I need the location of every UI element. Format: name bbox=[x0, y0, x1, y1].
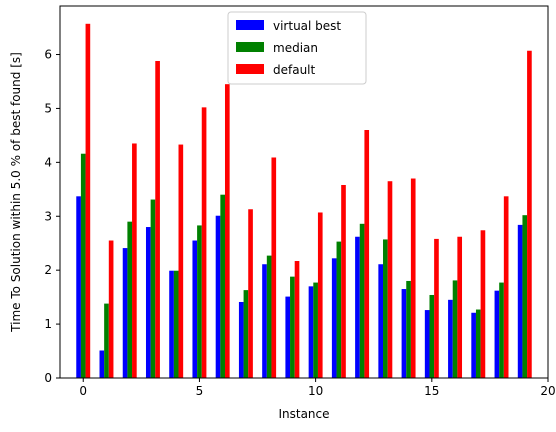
x-tick-label: 0 bbox=[79, 384, 87, 398]
bar-default-2 bbox=[132, 143, 137, 378]
bar-virtual-best-16 bbox=[448, 299, 453, 378]
x-axis: 0 5 10 15 20 bbox=[79, 378, 556, 398]
bar-median-10 bbox=[313, 282, 318, 378]
legend-swatch-virtual-best bbox=[236, 20, 264, 30]
legend-swatch-median bbox=[236, 42, 264, 52]
bar-virtual-best-19 bbox=[517, 224, 523, 378]
bar-virtual-best-11 bbox=[331, 258, 337, 378]
bar-median-18 bbox=[499, 282, 504, 378]
x-tick-label: 5 bbox=[196, 384, 204, 398]
bar-median-17 bbox=[475, 309, 481, 378]
y-tick-label: 3 bbox=[44, 209, 52, 223]
y-tick-label: 2 bbox=[44, 263, 52, 277]
bar-default-0 bbox=[85, 23, 91, 379]
bar-default-4 bbox=[178, 144, 184, 378]
x-tick-label: 20 bbox=[540, 384, 555, 398]
bar-virtual-best-2 bbox=[122, 248, 128, 378]
bar-median-7 bbox=[243, 290, 249, 378]
bar-virtual-best-14 bbox=[401, 289, 407, 378]
bar-default-5 bbox=[201, 107, 207, 379]
bar-default-15 bbox=[434, 238, 439, 378]
legend: virtual best median default bbox=[227, 11, 367, 85]
bar-median-8 bbox=[266, 255, 272, 378]
bar-median-12 bbox=[359, 223, 365, 378]
bar-virtual-best-15 bbox=[424, 310, 430, 378]
bar-default-10 bbox=[317, 212, 323, 378]
bar-virtual-best-7 bbox=[238, 301, 244, 378]
x-tick-label: 10 bbox=[308, 384, 323, 398]
bar-virtual-best-5 bbox=[192, 240, 198, 378]
x-tick-label: 15 bbox=[424, 384, 439, 398]
y-tick-label: 0 bbox=[44, 371, 52, 385]
legend-swatch-default bbox=[236, 64, 264, 74]
plot-frame bbox=[59, 5, 549, 379]
bar-virtual-best-1 bbox=[99, 350, 105, 378]
bar-median-4 bbox=[173, 270, 179, 378]
bar-default-18 bbox=[503, 196, 509, 378]
bar-default-6 bbox=[224, 84, 230, 378]
y-axis-label: Time To Solution within 5.0 % of best fo… bbox=[9, 52, 23, 333]
legend-label-default: default bbox=[273, 63, 316, 77]
bar-median-6 bbox=[220, 194, 225, 378]
x-axis-label: Instance bbox=[278, 407, 329, 421]
bars-layer bbox=[76, 23, 532, 379]
bar-median-16 bbox=[452, 280, 458, 378]
y-tick-label: 1 bbox=[44, 317, 52, 331]
legend-label-virtual-best: virtual best bbox=[273, 19, 341, 33]
bar-default-13 bbox=[387, 181, 393, 378]
bar-virtual-best-8 bbox=[262, 264, 267, 378]
bar-virtual-best-0 bbox=[76, 196, 81, 378]
bar-default-11 bbox=[341, 184, 346, 378]
bar-default-9 bbox=[294, 261, 300, 378]
bar-virtual-best-17 bbox=[471, 312, 476, 378]
bar-median-9 bbox=[290, 276, 295, 378]
bar-default-3 bbox=[155, 60, 160, 378]
bar-default-1 bbox=[108, 240, 114, 378]
bar-default-12 bbox=[364, 130, 370, 378]
bar-virtual-best-9 bbox=[285, 296, 291, 378]
bar-median-3 bbox=[150, 199, 156, 378]
y-tick-label: 6 bbox=[44, 48, 52, 62]
bar-median-11 bbox=[336, 241, 342, 378]
bar-median-19 bbox=[522, 215, 528, 378]
bar-virtual-best-10 bbox=[308, 286, 314, 378]
y-axis: 0 1 2 3 4 5 6 bbox=[44, 48, 60, 385]
bar-median-13 bbox=[383, 239, 388, 378]
y-tick-label: 5 bbox=[44, 101, 52, 115]
legend-label-median: median bbox=[273, 41, 318, 55]
bar-default-14 bbox=[410, 178, 416, 378]
bar-median-0 bbox=[80, 153, 86, 378]
bar-default-16 bbox=[457, 236, 463, 378]
bar-virtual-best-6 bbox=[215, 215, 221, 378]
bar-default-7 bbox=[248, 209, 253, 378]
y-tick-label: 4 bbox=[44, 155, 52, 169]
bar-virtual-best-3 bbox=[145, 227, 151, 378]
bar-default-8 bbox=[271, 157, 277, 378]
bar-default-17 bbox=[480, 230, 486, 378]
bar-median-1 bbox=[104, 303, 109, 378]
bar-virtual-best-12 bbox=[355, 236, 360, 378]
bar-virtual-best-13 bbox=[378, 264, 384, 378]
bar-median-15 bbox=[429, 294, 435, 378]
bar-median-14 bbox=[406, 280, 411, 378]
bar-median-5 bbox=[197, 225, 202, 378]
bar-virtual-best-4 bbox=[169, 270, 174, 378]
bar-virtual-best-18 bbox=[494, 290, 500, 378]
bar-median-2 bbox=[127, 221, 133, 378]
bar-default-19 bbox=[527, 50, 532, 378]
